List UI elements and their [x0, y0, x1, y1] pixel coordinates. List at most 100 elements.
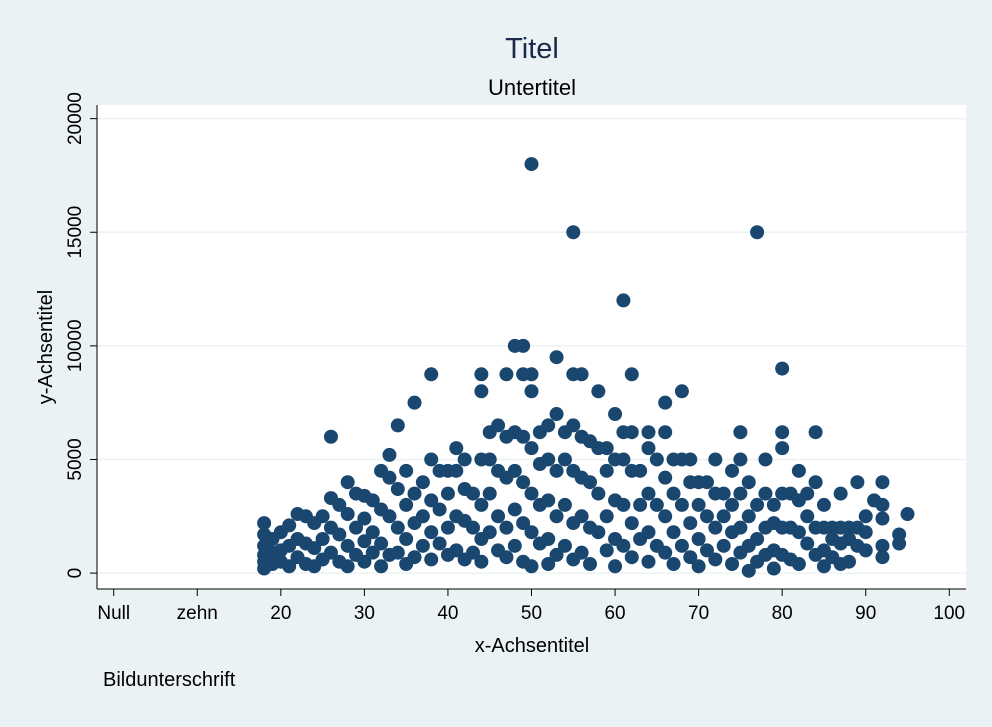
data-point — [365, 493, 380, 508]
data-point — [482, 486, 497, 501]
data-point — [407, 486, 422, 501]
data-point — [599, 441, 614, 456]
data-point — [491, 509, 506, 524]
data-point — [616, 293, 631, 308]
data-point — [608, 559, 623, 574]
data-point — [499, 520, 514, 535]
data-point — [315, 509, 330, 524]
x-tick-label: 40 — [437, 603, 458, 624]
data-point — [624, 516, 639, 531]
data-point — [892, 536, 907, 551]
data-point — [549, 350, 564, 365]
data-point — [649, 497, 664, 512]
data-point — [424, 367, 439, 382]
data-point — [641, 525, 656, 540]
data-point — [557, 497, 572, 512]
data-point — [323, 429, 338, 444]
data-point — [549, 547, 564, 562]
data-point — [516, 475, 531, 490]
data-point — [549, 407, 564, 422]
data-point — [516, 338, 531, 353]
data-point — [524, 367, 539, 382]
data-point — [766, 497, 781, 512]
data-point — [591, 486, 606, 501]
data-point — [524, 384, 539, 399]
data-point — [390, 418, 405, 433]
data-point — [641, 425, 656, 440]
data-point — [875, 538, 890, 553]
data-point — [750, 225, 765, 240]
data-point — [733, 486, 748, 501]
x-tick-label: 30 — [354, 603, 375, 624]
data-point — [449, 543, 464, 558]
data-point — [875, 475, 890, 490]
data-point — [466, 545, 481, 560]
data-point — [382, 509, 397, 524]
data-point — [674, 384, 689, 399]
data-point — [750, 532, 765, 547]
data-point — [858, 543, 873, 558]
data-point — [708, 552, 723, 567]
data-point — [424, 525, 439, 540]
grid-lines — [97, 117, 966, 574]
data-point — [382, 447, 397, 462]
x-tick-label: 70 — [688, 603, 709, 624]
data-point — [775, 425, 790, 440]
data-point — [683, 452, 698, 467]
data-point — [415, 538, 430, 553]
data-point — [641, 554, 656, 569]
data-point — [582, 475, 597, 490]
data-point — [708, 520, 723, 535]
data-point — [365, 545, 380, 560]
data-point — [800, 509, 815, 524]
data-point — [775, 361, 790, 376]
data-point — [474, 367, 489, 382]
data-point — [800, 486, 815, 501]
data-points — [257, 157, 915, 578]
data-point — [599, 463, 614, 478]
data-point — [424, 493, 439, 508]
data-point — [699, 475, 714, 490]
data-point — [850, 475, 865, 490]
data-point — [791, 525, 806, 540]
data-point — [808, 475, 823, 490]
data-point — [440, 520, 455, 535]
data-point — [641, 486, 656, 501]
data-point — [340, 475, 355, 490]
data-point — [424, 552, 439, 567]
data-point — [791, 557, 806, 572]
data-point — [582, 557, 597, 572]
data-point — [658, 509, 673, 524]
data-point — [775, 441, 790, 456]
data-point — [466, 520, 481, 535]
data-point — [399, 497, 414, 512]
data-point — [524, 486, 539, 501]
plot-area — [97, 105, 966, 589]
data-point — [374, 559, 389, 574]
chart-title: Titel — [505, 33, 559, 65]
data-point — [541, 557, 556, 572]
data-point — [399, 463, 414, 478]
data-point — [808, 425, 823, 440]
data-point — [616, 497, 631, 512]
data-point — [357, 511, 372, 526]
x-tick-label: 80 — [772, 603, 793, 624]
data-point — [708, 452, 723, 467]
data-point — [566, 225, 581, 240]
data-point — [716, 509, 731, 524]
data-point — [658, 425, 673, 440]
data-point — [699, 509, 714, 524]
data-point — [716, 538, 731, 553]
data-point — [816, 559, 831, 574]
data-point — [332, 527, 347, 542]
data-point — [699, 543, 714, 558]
data-point — [800, 536, 815, 551]
data-point — [524, 157, 539, 172]
data-point — [374, 536, 389, 551]
data-point — [741, 563, 756, 578]
data-point — [349, 520, 364, 535]
x-tick-label: 100 — [933, 603, 965, 624]
data-point — [549, 463, 564, 478]
data-point — [282, 559, 297, 574]
